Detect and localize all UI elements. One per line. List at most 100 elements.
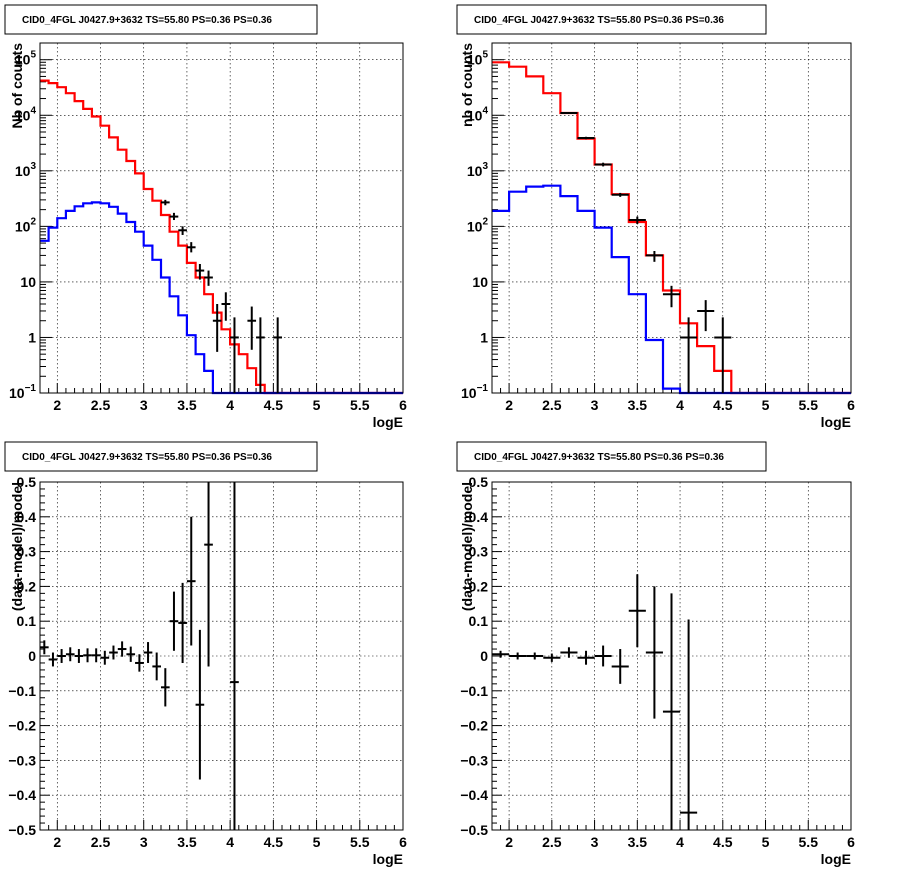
plot-frame (39, 481, 404, 831)
y-axis-label: Nb of counts (9, 43, 25, 129)
residual-point (662, 593, 681, 830)
x-tick-label: 3 (591, 834, 599, 850)
y-tick-label: 102 (15, 216, 37, 234)
data-point (230, 317, 239, 393)
y-tick-label: 10−1 (461, 383, 488, 401)
residual-point (628, 574, 646, 648)
residual-point (117, 641, 127, 657)
data-point (221, 292, 231, 321)
residual-point (126, 646, 136, 662)
y-tick-label: 0.4 (469, 509, 489, 525)
histogram-series-1 (40, 79, 403, 395)
x-tick-label: 6 (399, 397, 407, 413)
plot-frame (39, 42, 404, 394)
x-tick-label: 6 (847, 834, 855, 850)
data-point (178, 226, 187, 235)
data-point (195, 264, 205, 280)
x-tick-label: 4.5 (713, 397, 733, 413)
x-tick-label: 3.5 (628, 397, 648, 413)
y-tick-label: 103 (467, 161, 489, 179)
histogram-series-1 (492, 61, 851, 395)
residual-point (492, 650, 510, 658)
residual-point (611, 649, 629, 684)
residual-point (509, 652, 527, 660)
histogram-series-2 (40, 201, 403, 395)
x-tick-label: 4 (676, 834, 684, 850)
data-point (161, 199, 170, 206)
data-point (169, 212, 179, 221)
plot-frame (491, 42, 852, 394)
y-tick-label: 10−1 (9, 383, 36, 401)
y-tick-label: −0.5 (8, 822, 36, 838)
data-point (594, 162, 612, 167)
x-tick-label: 4.5 (264, 397, 284, 413)
residual-point (65, 647, 75, 662)
residual-point (74, 649, 84, 663)
chart-panel-top-right: 2 2.5 3 3.5 4 4.5 5 5.5 610−1110102103104105logE… (456, 4, 855, 430)
residual-point (560, 647, 578, 658)
x-axis-label: logE (821, 851, 851, 867)
chart-title: CID0_4FGL J0427.9+3632 TS=55.80 PS=0.36 … (22, 452, 272, 463)
chart-title: CID0_4FGL J0427.9+3632 TS=55.80 PS=0.36 … (22, 15, 272, 26)
residual-point (152, 652, 161, 681)
x-tick-label: 3 (140, 397, 148, 413)
data-point (697, 300, 715, 332)
data-point (645, 251, 663, 262)
data-point (577, 136, 595, 140)
y-tick-label: 1 (480, 329, 488, 345)
data-point (662, 285, 681, 308)
y-tick-label: −0.1 (8, 683, 36, 699)
title-box (4, 4, 318, 35)
x-tick-label: 2.5 (542, 834, 562, 850)
y-tick-label: −0.2 (460, 718, 488, 734)
x-tick-label: 5 (313, 834, 321, 850)
y-tick-label: 0.3 (17, 544, 37, 560)
data-point (628, 216, 646, 225)
x-tick-label: 5 (313, 397, 321, 413)
y-axis-label: (data-model)/model (9, 482, 25, 611)
residual-point (178, 582, 187, 663)
y-tick-label: 0.5 (17, 474, 37, 490)
residual-point (543, 653, 561, 662)
title-box (456, 441, 767, 472)
chart-panel-bottom-right: 2 2.5 3 3.5 4 4.5 5 5.5 6 −0.5 −0.4 −0.3 −0.2 −0.1 0 0.… (456, 441, 855, 867)
x-tick-label: 3.5 (177, 397, 197, 413)
y-tick-label: 0 (28, 648, 36, 664)
x-tick-label: 6 (847, 397, 855, 413)
residual-point (135, 654, 144, 672)
data-point (186, 242, 196, 253)
residual-point (526, 652, 544, 660)
y-tick-label: 0.1 (17, 613, 37, 629)
y-tick-label: 103 (15, 161, 37, 179)
y-tick-label: 10 (20, 274, 36, 290)
x-tick-label: 3 (140, 834, 148, 850)
chart-panel-bottom-left: 2 2.5 3 3.5 4 4.5 5 5.5 6 −0.5 −0.4 −0.3 −0.2 −0.1 0 0.… (4, 441, 407, 867)
residual-point (40, 640, 49, 655)
residual-point (680, 619, 698, 830)
residual-point (204, 482, 213, 667)
x-tick-label: 2 (505, 397, 513, 413)
residual-point (91, 648, 101, 663)
plot-frame (491, 481, 852, 831)
x-tick-label: 3.5 (628, 834, 648, 850)
data-point (680, 317, 698, 393)
y-tick-label: 0.2 (17, 578, 37, 594)
x-tick-label: 6 (399, 834, 407, 850)
x-tick-label: 3.5 (177, 834, 197, 850)
x-tick-label: 5.5 (799, 397, 819, 413)
x-tick-label: 2 (505, 834, 513, 850)
data-point (256, 317, 265, 393)
data-point (714, 317, 732, 393)
x-tick-label: 2 (53, 834, 61, 850)
y-tick-label: 10 (472, 274, 488, 290)
residual-point (83, 648, 92, 663)
chart-title: CID0_4FGL J0427.9+3632 TS=55.80 PS=0.36 … (474, 15, 724, 26)
y-tick-label: −0.4 (8, 787, 36, 803)
y-tick-label: 0.2 (469, 578, 489, 594)
x-axis-label: logE (821, 414, 851, 430)
data-point (247, 306, 257, 350)
title-box (456, 4, 767, 35)
y-axis-label: (data-model)/model (459, 482, 475, 611)
residual-point (186, 516, 196, 646)
residual-point (169, 591, 179, 651)
